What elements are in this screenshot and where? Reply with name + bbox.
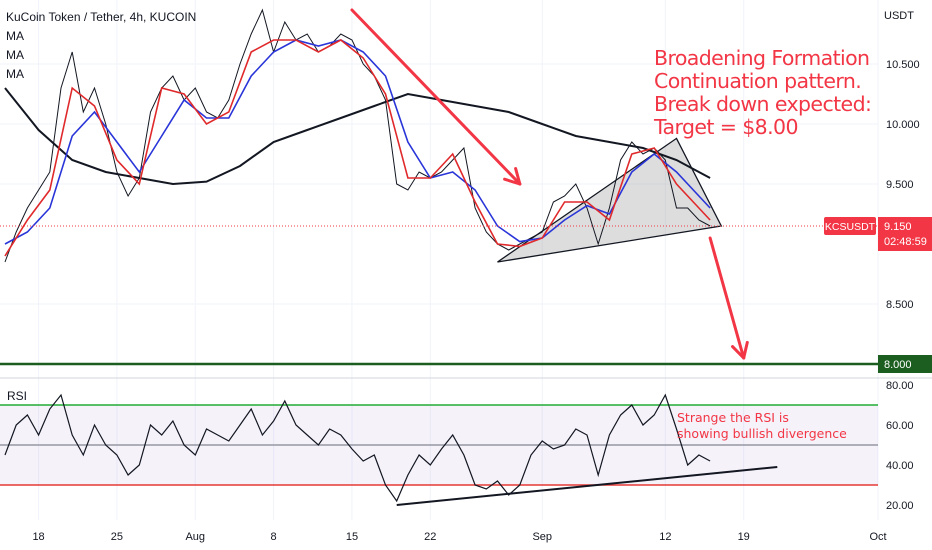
target-arrow[interactable] [708, 236, 749, 360]
y-tick-label: 9.500 [886, 179, 914, 191]
price-axis[interactable]: USDT 10.500 10.000 9.500 8.500 [884, 10, 920, 311]
symbol-badge-text: KCSUSDT [825, 221, 876, 233]
x-tick-label: Aug [185, 531, 205, 543]
rsi-axis[interactable]: 80.00 60.00 40.00 20.00 [886, 380, 914, 512]
target-badge-text: 8.000 [884, 359, 912, 371]
symbol-badge[interactable]: KCSUSDT [824, 217, 876, 235]
bar-countdown: 02:48:59 [884, 236, 927, 248]
rsi-tick-label: 60.00 [886, 420, 914, 432]
grid [0, 0, 879, 520]
rsi-annotation[interactable]: Strange the RSI is showing bullish diver… [677, 410, 847, 442]
rsi-tick-label: 40.00 [886, 460, 914, 472]
indicator-ma-3[interactable]: MA [6, 67, 24, 81]
symbol-title[interactable]: KuCoin Token / Tether, 4h, KUCOIN [6, 10, 197, 24]
x-tick-label: 8 [271, 531, 277, 543]
arrows [350, 8, 749, 360]
x-tick-label: Sep [532, 531, 552, 543]
annotation-line: Target = $8.00 [654, 115, 799, 139]
rsi-tick-label: 20.00 [886, 500, 914, 512]
axis-unit-label: USDT [884, 10, 914, 22]
current-price-value: 9.150 [884, 221, 912, 233]
x-tick-label: 19 [738, 531, 750, 543]
trend-arrow[interactable] [350, 8, 522, 186]
x-tick-label: 22 [424, 531, 436, 543]
annotation-line: Continuation pattern. [654, 69, 862, 93]
price-series[interactable] [4, 8, 711, 263]
x-tick-label: 25 [111, 531, 123, 543]
price-badges: KCSUSDT 9.150 02:48:59 8.000 [824, 217, 932, 373]
y-tick-label: 10.500 [886, 59, 920, 71]
rsi-series[interactable] [4, 393, 711, 503]
target-badge[interactable]: 8.000 [878, 355, 932, 373]
annotation-line: Broadening Formation [654, 46, 870, 70]
x-tick-label: 15 [346, 531, 358, 543]
rsi-tick-label: 80.00 [886, 380, 914, 392]
broadening-triangle[interactable] [497, 137, 723, 263]
ma-fast-series[interactable] [4, 39, 711, 257]
rsi-pane-label[interactable]: RSI [7, 389, 28, 403]
indicator-ma-1[interactable]: MA [6, 29, 24, 43]
indicator-ma-2[interactable]: MA [6, 48, 24, 62]
rsi-divergence-line[interactable] [396, 466, 778, 506]
y-tick-label: 8.500 [886, 299, 914, 311]
rsi-annotation-line: Strange the RSI is [677, 410, 789, 425]
annotation-line: Break down expected: [654, 92, 872, 116]
ma-slow-series[interactable] [4, 87, 711, 186]
x-tick-label: 12 [659, 531, 671, 543]
x-tick-label: 18 [32, 531, 44, 543]
pattern-annotation[interactable]: Broadening Formation Continuation patter… [654, 46, 872, 139]
chart-header: KuCoin Token / Tether, 4h, KUCOIN MA MA … [6, 8, 196, 84]
rsi-annotation-line: showing bullish divergence [677, 426, 847, 441]
current-price-badge[interactable]: 9.150 02:48:59 [878, 217, 932, 251]
time-axis[interactable]: 18 25 Aug 8 15 22 Sep 12 19 Oct [32, 531, 886, 543]
ma-mid-series[interactable] [4, 39, 711, 245]
x-tick-label: Oct [869, 531, 886, 543]
y-tick-label: 10.000 [886, 119, 920, 131]
